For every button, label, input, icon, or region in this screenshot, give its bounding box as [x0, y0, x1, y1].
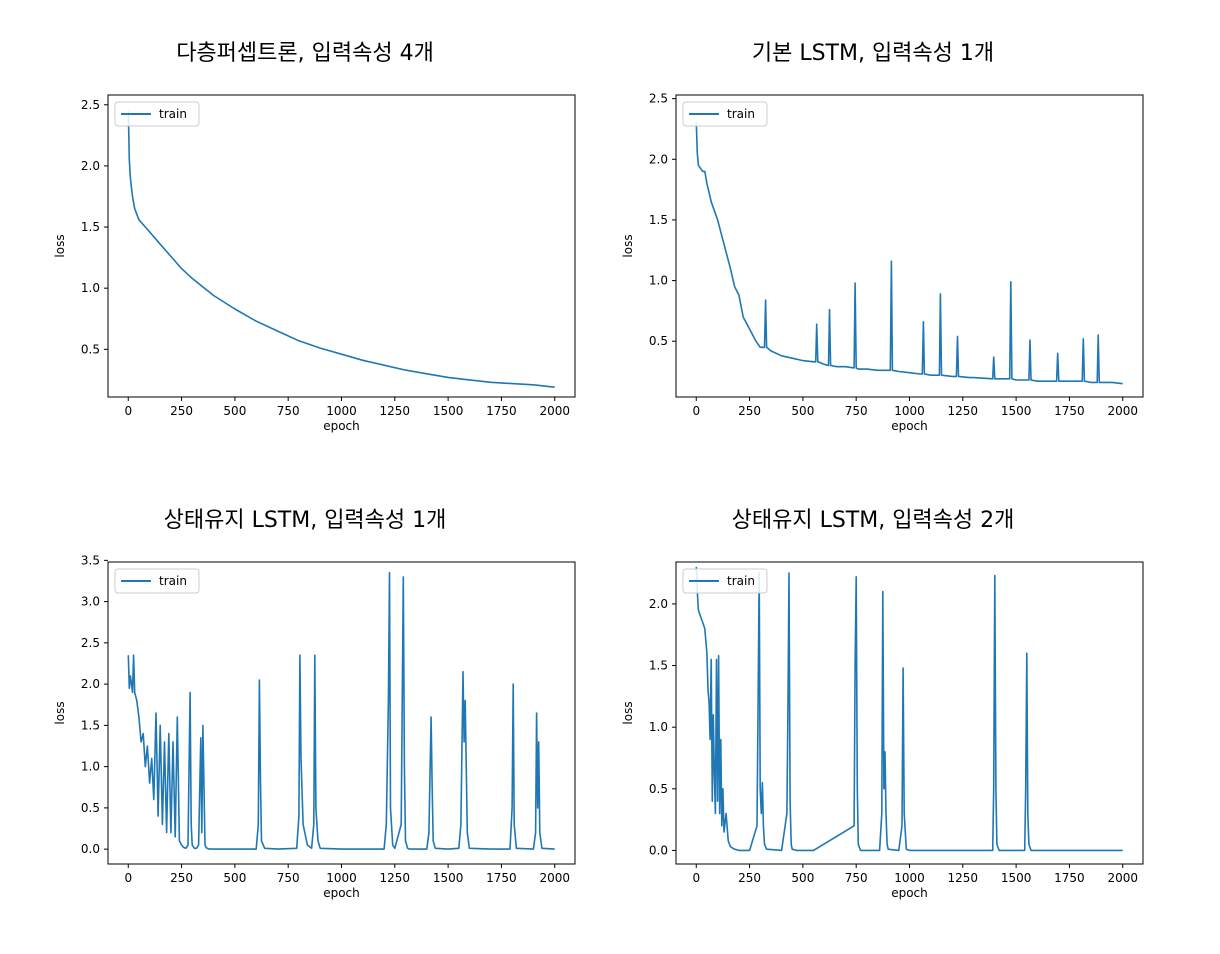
- y-tick-label: 1.5: [649, 659, 668, 673]
- x-tick-label: 750: [845, 404, 868, 418]
- plot-frame: [675, 561, 1144, 865]
- chart-title: 상태유지 LSTM, 입력속성 1개: [163, 508, 447, 533]
- x-tick-label: 2000: [539, 404, 570, 418]
- x-tick-label: 1500: [1001, 871, 1032, 885]
- chart-panel-mlp: 다층퍼셉트론, 입력속성 4개 0 250 500 750 1000 1250 1500 17…: [20, 25, 590, 455]
- chart-panel-stateful-lstm-1: 상태유지 LSTM, 입력속성 1개 0 250 500 750 1000 1250 150…: [20, 492, 590, 922]
- y-tick-label: 1.0: [649, 720, 668, 734]
- y-axis-label: loss: [621, 234, 635, 257]
- y-tick-label: 1.0: [81, 760, 100, 774]
- y-tick-label: 2.5: [649, 92, 668, 106]
- legend-label: train: [727, 107, 755, 121]
- loss-chart: 0 250 500 750 1000 1250 1500 1750 2000 0.5 1.0 1.5 2…: [621, 92, 1144, 433]
- y-tick-label: 2.0: [649, 597, 668, 611]
- y-tick-label: 0.5: [81, 342, 100, 356]
- loss-chart: 0 250 500 750 1000 1250 1500 1750 2000 0.0 0.5 1.0 1…: [53, 553, 576, 900]
- y-tick-label: 1.5: [649, 213, 668, 227]
- x-tick-label: 1750: [1054, 871, 1085, 885]
- x-tick-label: 250: [738, 871, 761, 885]
- x-tick-label: 750: [277, 404, 300, 418]
- x-tick-label: 750: [277, 871, 300, 885]
- x-tick-label: 2000: [1107, 871, 1138, 885]
- x-tick-label: 2000: [1107, 404, 1138, 418]
- x-tick-label: 0: [124, 871, 132, 885]
- legend-box: [682, 568, 768, 594]
- x-axis-label: epoch: [323, 886, 360, 900]
- x-tick-label: 0: [124, 404, 132, 418]
- x-tick-label: 250: [170, 404, 193, 418]
- legend-label: train: [159, 107, 187, 121]
- series-line-train: [695, 566, 1123, 852]
- x-tick-label: 2000: [539, 871, 570, 885]
- x-tick-label: 0: [692, 404, 700, 418]
- y-tick-label: 2.0: [649, 152, 668, 166]
- x-axis-label: epoch: [323, 419, 360, 433]
- legend: train: [682, 101, 768, 127]
- x-tick-label: 0: [692, 871, 700, 885]
- legend-box: [682, 101, 768, 127]
- y-tick-label: 2.0: [81, 159, 100, 173]
- y-tick-label: 3.5: [81, 553, 100, 567]
- y-tick-label: 1.0: [649, 274, 668, 288]
- y-tick-label: 3.0: [81, 595, 100, 609]
- legend-box: [114, 568, 200, 594]
- x-tick-label: 1000: [326, 871, 357, 885]
- y-tick-label: 1.0: [81, 281, 100, 295]
- x-axis-label: epoch: [891, 419, 928, 433]
- x-tick-label: 1250: [380, 871, 411, 885]
- x-tick-label: 1500: [433, 871, 464, 885]
- plot-frame: [107, 94, 576, 398]
- loss-chart: 0 250 500 750 1000 1250 1500 1750 2000 0.0 0.5 1.0 1…: [621, 561, 1144, 900]
- loss-chart: 0 250 500 750 1000 1250 1500 1750 2000 0.5 1.0 1.5 2…: [53, 94, 576, 433]
- chart-panel-basic-lstm: 기본 LSTM, 입력속성 1개 0 250 500 750 1000 1250 1500 1…: [588, 25, 1158, 455]
- x-tick-label: 1750: [1054, 404, 1085, 418]
- x-tick-label: 1000: [326, 404, 357, 418]
- y-axis-label: loss: [53, 234, 67, 257]
- legend: train: [114, 101, 200, 127]
- y-axis-label: loss: [621, 701, 635, 724]
- y-tick-label: 1.5: [81, 220, 100, 234]
- series-line-train: [695, 122, 1123, 385]
- y-tick-label: 2.0: [81, 677, 100, 691]
- x-tick-label: 500: [791, 404, 814, 418]
- x-tick-label: 500: [223, 404, 246, 418]
- chart-title: 다층퍼셉트론, 입력속성 4개: [176, 41, 434, 66]
- y-tick-label: 0.0: [649, 843, 668, 857]
- series-line-train: [127, 110, 555, 388]
- y-tick-label: 1.5: [81, 718, 100, 732]
- x-tick-label: 1000: [894, 871, 925, 885]
- x-tick-label: 1500: [1001, 404, 1032, 418]
- y-tick-label: 2.5: [81, 636, 100, 650]
- y-tick-label: 0.5: [81, 801, 100, 815]
- x-tick-label: 1750: [486, 871, 517, 885]
- x-tick-label: 500: [223, 871, 246, 885]
- x-tick-label: 250: [738, 404, 761, 418]
- legend: train: [682, 568, 768, 594]
- x-tick-label: 750: [845, 871, 868, 885]
- legend-label: train: [727, 574, 755, 588]
- x-tick-label: 1250: [948, 404, 979, 418]
- y-tick-label: 0.5: [649, 782, 668, 796]
- y-tick-label: 0.5: [649, 334, 668, 348]
- chart-title: 상태유지 LSTM, 입력속성 2개: [731, 508, 1015, 533]
- plot-frame: [107, 561, 576, 865]
- legend: train: [114, 568, 200, 594]
- series-line-train: [127, 571, 555, 850]
- x-tick-label: 1250: [380, 404, 411, 418]
- y-axis-label: loss: [53, 701, 67, 724]
- x-tick-label: 1000: [894, 404, 925, 418]
- chart-panel-stateful-lstm-2: 상태유지 LSTM, 입력속성 2개 0 250 500 750 1000 1250 150…: [588, 492, 1158, 922]
- x-tick-label: 500: [791, 871, 814, 885]
- plot-frame: [675, 94, 1144, 398]
- y-tick-label: 0.0: [81, 842, 100, 856]
- x-axis-label: epoch: [891, 886, 928, 900]
- x-tick-label: 1250: [948, 871, 979, 885]
- x-tick-label: 250: [170, 871, 193, 885]
- y-tick-label: 2.5: [81, 98, 100, 112]
- chart-title: 기본 LSTM, 입력속성 1개: [751, 41, 995, 66]
- x-tick-label: 1500: [433, 404, 464, 418]
- legend-box: [114, 101, 200, 127]
- x-tick-label: 1750: [486, 404, 517, 418]
- legend-label: train: [159, 574, 187, 588]
